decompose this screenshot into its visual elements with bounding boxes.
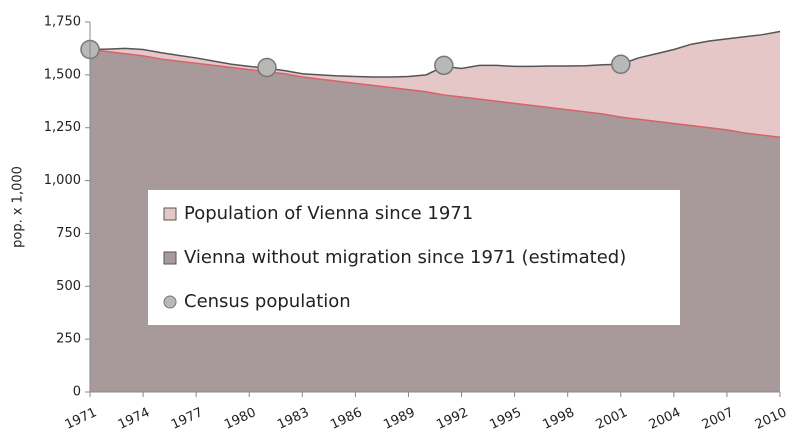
x-tick-label: 1992: [434, 405, 470, 433]
y-tick-label: 1,250: [44, 120, 81, 135]
x-tick-label: 1983: [275, 405, 311, 433]
y-tick-label: 1,500: [44, 67, 81, 82]
y-tick-label: 1,000: [44, 173, 81, 188]
census-point: [611, 54, 631, 75]
legend-label: Census population: [184, 291, 351, 312]
legend-label: Vienna without migration since 1971 (est…: [184, 247, 626, 268]
legend-swatch: [163, 251, 177, 265]
y-tick-label: 1,750: [44, 15, 81, 30]
y-tick-label: 500: [56, 279, 81, 294]
x-tick-label: 2010: [753, 405, 787, 433]
legend-box: [148, 190, 680, 325]
x-tick-label: 1998: [541, 405, 577, 433]
x-tick-label: 1986: [328, 405, 364, 433]
legend-swatch: [163, 295, 177, 309]
x-tick-label: 1971: [63, 405, 99, 433]
x-tick-label: 1995: [487, 405, 523, 433]
x-tick-label: 1974: [116, 405, 152, 433]
x-tick-label: 2004: [647, 405, 683, 433]
census-point: [434, 55, 454, 76]
x-tick-label: 1977: [169, 405, 205, 433]
x-tick-label: 2007: [700, 405, 736, 433]
x-tick-label: 1989: [381, 405, 417, 433]
x-tick-label: 2001: [594, 405, 630, 433]
x-tick-label: 1980: [222, 405, 258, 433]
y-axis-label: pop. x 1,000: [11, 166, 26, 248]
legend-swatch: [163, 207, 177, 221]
y-tick-label: 250: [56, 332, 81, 347]
area-line: [89, 30, 781, 78]
y-tick-label: 750: [56, 226, 81, 241]
census-point: [257, 57, 277, 78]
legend-label: Population of Vienna since 1971: [184, 203, 473, 224]
area-line: [89, 48, 781, 138]
y-tick-label: 0: [73, 385, 81, 400]
